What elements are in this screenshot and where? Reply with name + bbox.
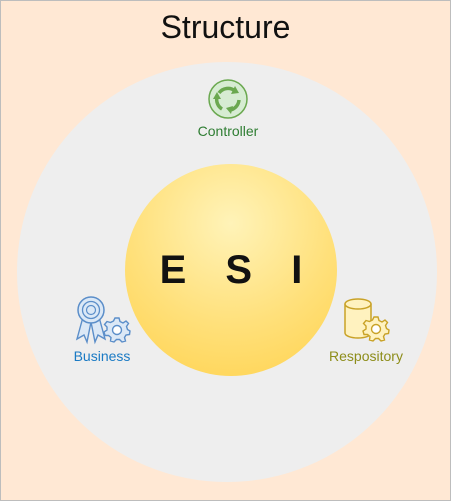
diagram-title: Structure bbox=[160, 9, 291, 45]
database-gear-icon bbox=[344, 298, 390, 342]
business-label: Business bbox=[73, 348, 131, 364]
controller-label: Controller bbox=[197, 123, 259, 139]
repository-label: Respository bbox=[329, 348, 403, 364]
core-circle: E S I bbox=[125, 164, 337, 376]
award-gear-icon bbox=[75, 296, 131, 345]
cycle-arrows-icon bbox=[208, 79, 248, 119]
controller-node: Controller bbox=[176, 78, 280, 139]
repository-node: Respository bbox=[313, 295, 419, 364]
core-label: E S I bbox=[159, 247, 317, 292]
business-node: Business bbox=[53, 295, 151, 364]
